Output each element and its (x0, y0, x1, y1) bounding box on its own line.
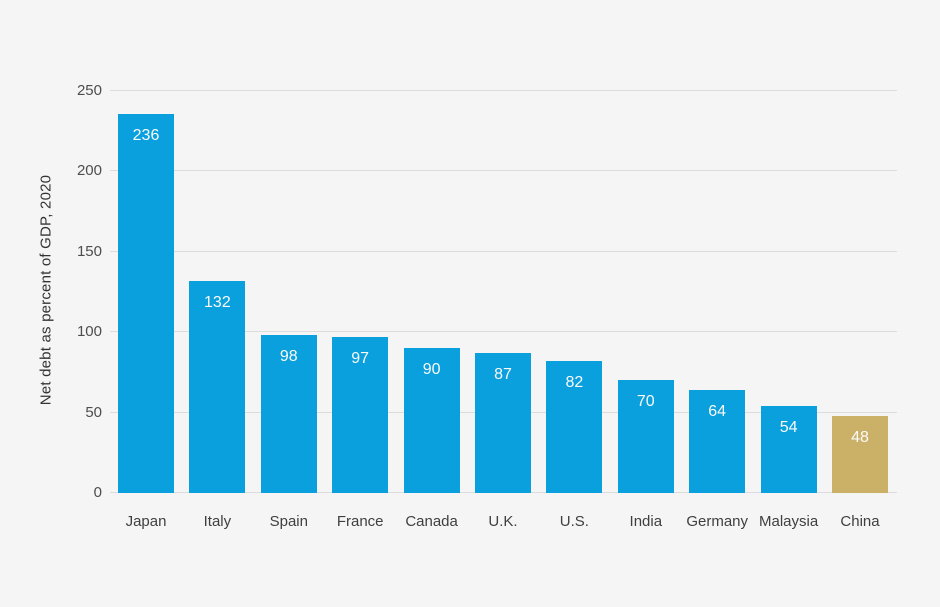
bar-us: 82 (546, 361, 603, 493)
bar-malaysia: 54 (760, 406, 817, 493)
bar-canada: 90 (403, 348, 460, 493)
y-axis-tick-label-250: 250 (76, 82, 102, 99)
gridline-250 (110, 90, 897, 91)
gridline-200 (110, 170, 897, 172)
bar-value-label-germany: 64 (708, 403, 727, 421)
y-axis-tick-label-150: 150 (76, 242, 102, 260)
gridline-150 (110, 250, 897, 252)
bar-value-label-canada: 90 (422, 361, 441, 379)
bar-uk: 87 (475, 353, 531, 493)
bar-value-label-india: 70 (636, 393, 655, 411)
x-axis-label-france: France (336, 513, 384, 530)
bar-france: 97 (332, 337, 389, 493)
x-axis-label-malaysia: Malaysia (759, 513, 819, 530)
bar-value-label-italy: 132 (204, 293, 231, 311)
x-axis-label-canada: Canada (405, 513, 458, 530)
bar-value-label-us: 82 (565, 374, 584, 392)
bar-italy: 132 (189, 280, 246, 493)
bar-germany: 64 (689, 390, 746, 493)
x-axis-label-us: U.S. (559, 513, 589, 530)
y-axis-tick-label-0: 0 (93, 484, 102, 501)
bar-value-label-malaysia: 54 (779, 419, 798, 437)
x-axis-label-china: China (840, 513, 880, 530)
x-axis-label-germany: Germany (686, 513, 749, 530)
bar-value-label-france: 97 (351, 350, 370, 368)
x-axis-label-spain: Spain (269, 513, 308, 530)
y-axis-tick-label-50: 50 (85, 403, 102, 421)
bar-india: 70 (617, 380, 674, 493)
x-axis-label-uk: U.K. (488, 513, 518, 530)
y-axis-title: Net debt as percent of GDP, 2020 (37, 174, 55, 406)
bar-japan: 236 (118, 113, 174, 493)
x-axis-label-italy: Italy (203, 513, 232, 530)
bar-value-label-spain: 98 (279, 348, 298, 366)
bar-value-label-japan: 236 (132, 126, 160, 144)
bar-value-label-uk: 87 (494, 366, 512, 384)
x-axis-label-japan: Japan (125, 513, 167, 530)
x-axis-label-india: India (629, 513, 663, 530)
bar-china: 48 (832, 415, 888, 493)
y-axis-tick-label-200: 200 (76, 162, 102, 180)
bar-value-label-china: 48 (851, 428, 869, 446)
plot-area: 0 50 100 150 200 250 236 Japan 132 Italy 98 Spain 97… (77, 82, 897, 530)
bar-spain: 98 (260, 335, 317, 493)
y-axis-tick-label-100: 100 (76, 323, 102, 341)
gridline-100 (110, 331, 897, 333)
